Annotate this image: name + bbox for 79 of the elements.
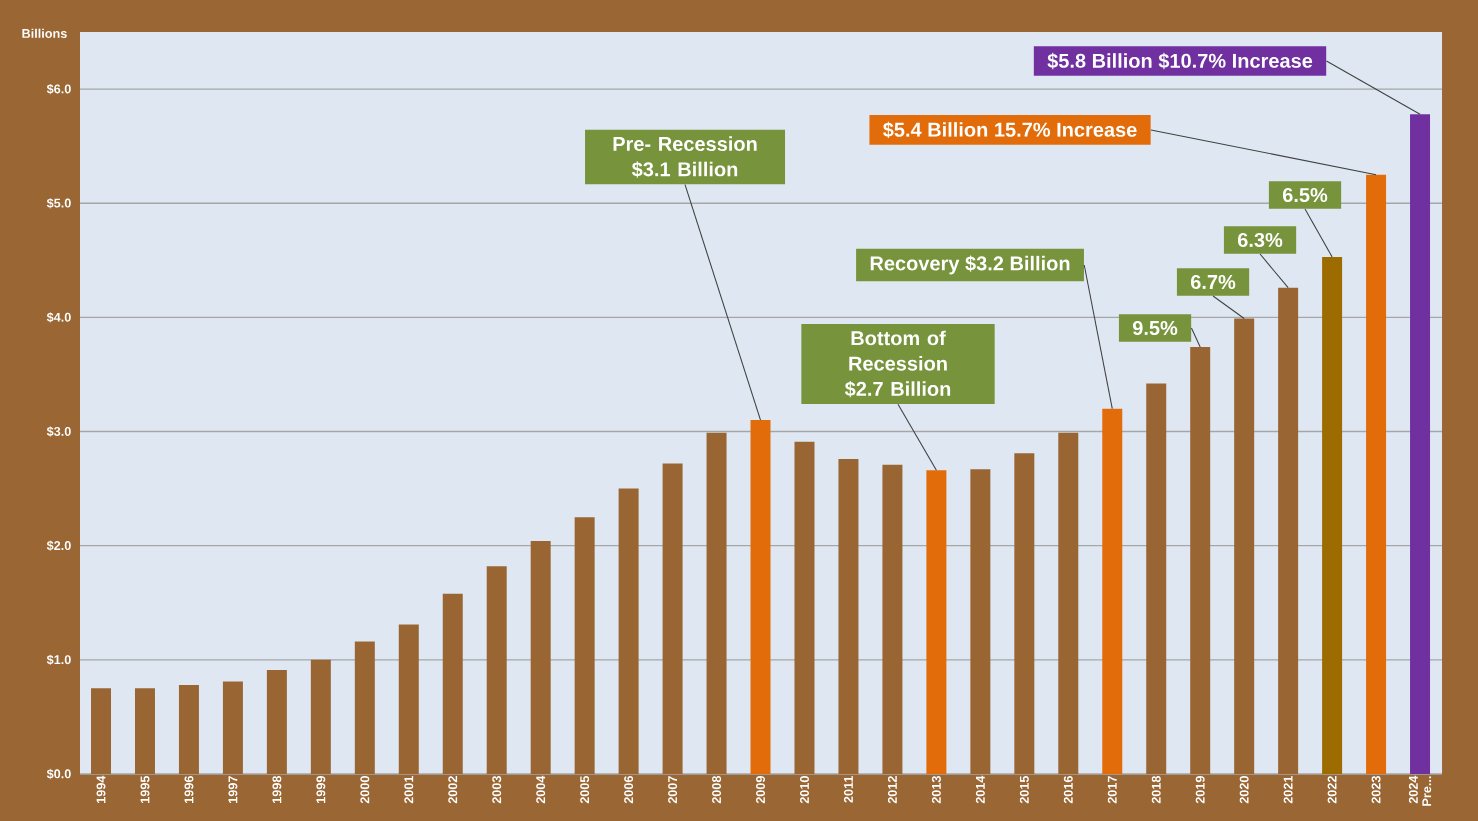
x-tick-label: 2006 — [624, 776, 634, 804]
y-tick-label: $2.0 — [46, 540, 71, 551]
bar — [970, 469, 991, 774]
annotation: Bottom of Recession $2.7 Billion — [844, 330, 951, 398]
annotation: 6.7% — [1190, 274, 1236, 290]
x-tick-label: 2000 — [360, 776, 370, 804]
bar — [398, 624, 419, 774]
x-tick-label: 2020 — [1239, 776, 1249, 804]
bar — [1410, 114, 1431, 774]
bar — [486, 566, 507, 774]
y-tick-label: $0.0 — [46, 768, 71, 780]
bar — [662, 463, 683, 774]
x-tick-label: 1994 — [96, 775, 106, 803]
bar — [574, 517, 595, 774]
x-tick-label: 1995 — [140, 775, 150, 803]
y-axis-title: Billions — [22, 28, 67, 38]
x-tick-label: 2001 — [404, 775, 414, 804]
x-tick-label: 2005 — [580, 775, 590, 804]
x-tick-label: 2009 — [756, 776, 766, 804]
bar — [794, 441, 815, 774]
bar — [178, 684, 199, 774]
bar — [134, 688, 155, 774]
x-tick-label: 2012 — [887, 776, 897, 804]
y-tick-label: $5.0 — [46, 198, 71, 209]
bar — [706, 432, 727, 774]
x-tick-label: 2024 Pre... — [1408, 775, 1432, 806]
bar — [750, 420, 771, 774]
bar — [838, 458, 859, 774]
bar — [310, 659, 331, 774]
x-tick-label: 2016 — [1063, 776, 1073, 804]
bar — [1234, 318, 1255, 774]
x-tick-label: 2007 — [668, 776, 678, 804]
annotation: Recovery $3.2 Billion — [870, 255, 1070, 275]
x-tick-label: 1997 — [228, 776, 238, 803]
x-tick-label: 2008 — [712, 775, 722, 804]
bar — [1278, 287, 1299, 774]
bar — [222, 681, 243, 774]
annotation: $5.4 Billion 15.7% Increase — [883, 121, 1137, 139]
y-tick-label: $6.0 — [46, 83, 71, 95]
annotation: 6.3% — [1237, 232, 1283, 248]
annotation: $5.8 Billion $10.7% Increase — [1047, 52, 1313, 70]
annotation: 6.5% — [1282, 187, 1328, 203]
bar — [1102, 408, 1123, 774]
y-tick-label: $1.0 — [46, 654, 71, 665]
x-tick-label: 2019 — [1195, 776, 1205, 804]
x-tick-label: 1998 — [272, 775, 282, 803]
y-tick-label: $3.0 — [46, 426, 71, 437]
y-tick-label: $4.0 — [46, 312, 71, 323]
x-tick-label: 1996 — [184, 776, 194, 803]
bar — [91, 688, 112, 774]
bar — [266, 670, 287, 774]
annotation: 9.5% — [1132, 320, 1178, 336]
x-tick-label: 2014 — [975, 775, 985, 804]
annotation: Pre- Recession $3.1 Billion — [613, 136, 757, 178]
x-tick-label: 2022 — [1327, 776, 1337, 804]
x-tick-label: 2002 — [448, 776, 458, 804]
x-tick-label: 2017 — [1107, 776, 1117, 804]
x-tick-label: 2015 — [1019, 775, 1029, 804]
x-tick-label: 2021 — [1283, 775, 1293, 804]
bar — [1058, 432, 1079, 774]
bar — [354, 641, 375, 774]
bar — [926, 470, 947, 774]
x-tick-label: 2003 — [492, 776, 502, 804]
bar — [882, 464, 903, 774]
x-tick-label: 2018 — [1151, 775, 1161, 804]
x-tick-label: 2023 — [1371, 776, 1381, 804]
x-tick-label: 2013 — [931, 776, 941, 804]
x-tick-label: 1999 — [316, 776, 326, 803]
bar — [1146, 383, 1167, 774]
bar — [1190, 347, 1211, 774]
bar — [618, 488, 639, 774]
x-tick-label: 2010 — [800, 776, 809, 804]
bar — [1322, 256, 1343, 774]
bar — [442, 593, 463, 774]
bar — [530, 541, 551, 774]
bar — [1366, 174, 1387, 774]
x-tick-label: 2011 — [843, 775, 853, 803]
bar — [1014, 453, 1035, 774]
x-tick-label: 2004 — [536, 775, 546, 804]
